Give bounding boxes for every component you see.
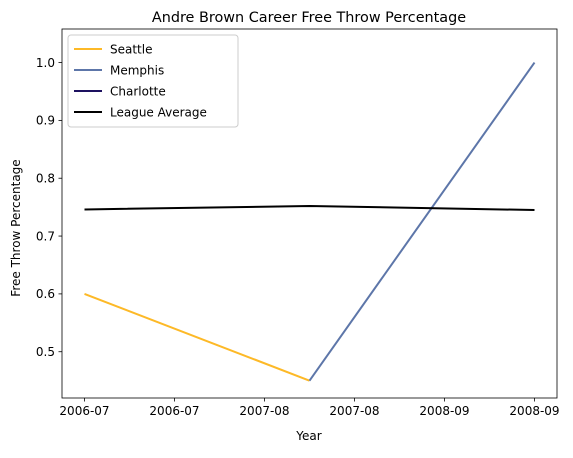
- x-tick-label: 2008-09: [509, 404, 559, 418]
- legend-box: [67, 34, 239, 128]
- y-tick-label: 0.5: [36, 345, 55, 359]
- x-axis-label: Year: [295, 429, 321, 443]
- legend-label-3: League Average: [110, 105, 207, 119]
- x-tick-label: 2007-08: [329, 404, 379, 418]
- legend: Seattle Memphis Charlotte League Average: [67, 34, 239, 128]
- plot-frame: [61, 28, 558, 399]
- y-tick-label: 0.6: [36, 287, 55, 301]
- plot-area: 2006-07 2006-07 2007-08 2007-08 2008-09 2008-…: [36, 28, 560, 418]
- y-tick-label: 0.9: [36, 114, 55, 128]
- legend-label-2: Charlotte: [110, 84, 166, 98]
- y-tick-label: 0.7: [36, 229, 55, 243]
- y-axis-label: Free Throw Percentage: [9, 159, 23, 296]
- legend-label-0: Seattle: [110, 42, 152, 56]
- x-tick-label: 2006-07: [59, 404, 109, 418]
- x-tick-label: 2007-08: [239, 404, 289, 418]
- x-tick-label: 2006-07: [149, 404, 199, 418]
- series-line-0: [84, 292, 310, 382]
- series-line-1: [308, 61, 536, 382]
- legend-label-1: Memphis: [110, 63, 164, 77]
- chart-title: Andre Brown Career Free Throw Percentage: [152, 10, 466, 26]
- x-tick-label: 2008-09: [419, 404, 469, 418]
- y-tick-label: 0.8: [36, 172, 55, 186]
- y-tick-label: 1.0: [36, 56, 55, 70]
- series-line-3: [84, 204, 535, 212]
